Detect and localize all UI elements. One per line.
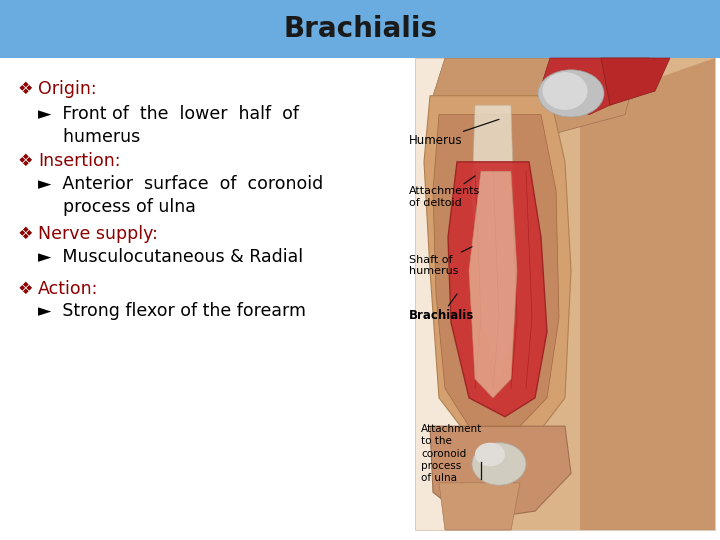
Polygon shape xyxy=(472,105,517,379)
Text: Nerve supply:: Nerve supply: xyxy=(38,225,158,243)
Text: ❖: ❖ xyxy=(18,280,34,298)
Polygon shape xyxy=(601,58,670,105)
FancyBboxPatch shape xyxy=(0,0,720,58)
Text: ►  Strong flexor of the forearm: ► Strong flexor of the forearm xyxy=(38,302,306,320)
Text: Attachments
of deltoid: Attachments of deltoid xyxy=(409,176,480,208)
Ellipse shape xyxy=(475,443,505,466)
Text: Brachialis: Brachialis xyxy=(409,294,474,322)
Polygon shape xyxy=(448,162,547,417)
Text: ❖: ❖ xyxy=(18,152,34,170)
Polygon shape xyxy=(424,96,571,445)
Polygon shape xyxy=(505,58,715,530)
Polygon shape xyxy=(580,58,715,530)
Polygon shape xyxy=(439,483,520,530)
Text: ►  Front of  the  lower  half  of: ► Front of the lower half of xyxy=(38,105,299,123)
Text: Brachialis: Brachialis xyxy=(283,15,437,43)
Polygon shape xyxy=(430,58,640,143)
Text: process of ulna: process of ulna xyxy=(52,198,196,216)
FancyBboxPatch shape xyxy=(415,58,715,530)
Ellipse shape xyxy=(538,70,604,117)
Text: ❖: ❖ xyxy=(18,225,34,243)
Text: Insertion:: Insertion: xyxy=(38,152,120,170)
Text: Origin:: Origin: xyxy=(38,80,96,98)
Polygon shape xyxy=(541,58,649,114)
Text: Shaft of
humerus: Shaft of humerus xyxy=(409,247,472,276)
Text: ►  Anterior  surface  of  coronoid: ► Anterior surface of coronoid xyxy=(38,175,323,193)
Text: ❖: ❖ xyxy=(18,80,34,98)
Text: Action:: Action: xyxy=(38,280,99,298)
Polygon shape xyxy=(430,426,571,521)
Ellipse shape xyxy=(542,72,588,110)
Polygon shape xyxy=(433,114,559,426)
Ellipse shape xyxy=(472,443,526,485)
Text: Attachment
to the
coronoid
process
of ulna: Attachment to the coronoid process of ul… xyxy=(421,424,482,483)
Text: humerus: humerus xyxy=(52,128,140,146)
Text: Humerus: Humerus xyxy=(409,119,499,147)
Polygon shape xyxy=(469,171,517,398)
Text: ►  Musculocutaneous & Radial: ► Musculocutaneous & Radial xyxy=(38,248,303,266)
